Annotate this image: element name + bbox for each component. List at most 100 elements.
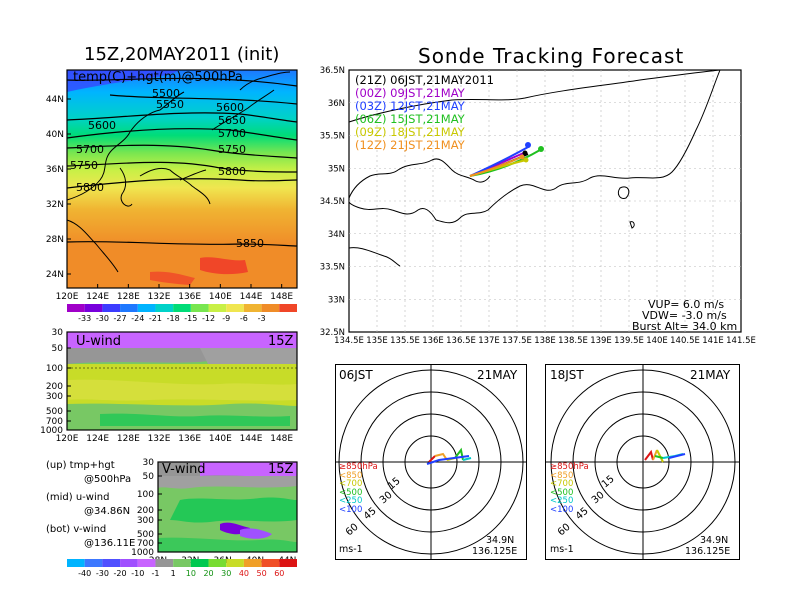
hodo-level-label: <850	[339, 470, 363, 481]
contour-label: 5700	[76, 143, 104, 156]
lat-tick-label: 36N	[46, 165, 64, 175]
colorbar-cell	[120, 304, 138, 312]
uwind-p-tick: 1000	[40, 426, 63, 436]
coastlines	[66, 71, 291, 273]
track-lon-tick: 141.5E	[726, 336, 756, 346]
burst-text: Burst Alt= 34.0 km	[632, 320, 738, 333]
lon-tick-label: 144E	[240, 292, 263, 302]
track-lon-tick: 135.5E	[390, 336, 420, 346]
hodo-level-label: <100	[550, 504, 574, 515]
colorbar-cell	[155, 559, 174, 567]
vwind-p-tick: 200	[137, 506, 154, 516]
vdw-text: VDW= -3.0 m/s	[642, 309, 727, 322]
track-lon-tick: 140E	[646, 336, 668, 346]
colorbar-cell	[67, 304, 85, 312]
wind-colorbar-label: -40	[78, 569, 91, 578]
temp-colorbar-label: -30	[96, 314, 109, 323]
vwind-label: V-wind	[162, 462, 206, 477]
colorbar-cell	[243, 559, 262, 567]
track-lat-tick: 35.5N	[320, 132, 345, 142]
lat-tick-label: 32N	[46, 200, 64, 210]
hodo1-levels: ≥850hPa <850 <700 <500 <250 <100	[339, 463, 378, 514]
vwind-p-tick: 30	[143, 458, 155, 468]
left-title: 15Z,20MAY2011 (init)	[84, 44, 280, 65]
hodo2-lat: 34.9N	[700, 535, 729, 546]
track-lon-tick: 138E	[534, 336, 556, 346]
uwind-lon-tick: 132E	[148, 434, 171, 444]
map-500hpa	[66, 69, 298, 289]
colorbar-cell	[190, 304, 209, 312]
uwind-label: U-wind	[76, 334, 121, 349]
colorbar-cell	[84, 559, 103, 567]
track-lat-tick: 34.5N	[320, 197, 345, 207]
uwind-p-tick: 30	[52, 328, 64, 338]
colorbar-cell	[190, 559, 209, 567]
track-lon-tick: 138.5E	[558, 336, 588, 346]
lon-tick-label: 120E	[56, 292, 79, 302]
temp-colorbar-label: -9	[222, 314, 230, 323]
wind-colorbar-label: -20	[114, 569, 127, 578]
contour-label: 5800	[218, 165, 246, 178]
track-lat-tick: 36.5N	[320, 66, 345, 76]
uwind-lon-tick: 136E	[178, 434, 201, 444]
hodograph-18jst: 15 30 45 60	[545, 364, 740, 560]
uwind-p-tick: 500	[46, 407, 63, 417]
legend-bot-1: (bot) v-wind	[46, 524, 107, 535]
contour-label: 5600	[216, 101, 244, 114]
track-lon-tick: 137.5E	[502, 336, 532, 346]
contour-label: 5500	[152, 87, 180, 100]
uwind-p-tick: 100	[46, 364, 63, 374]
contour-label: 5650	[218, 114, 246, 127]
uwind-p-tick: 300	[46, 392, 63, 402]
colorbar-cell	[155, 304, 174, 312]
track-legend-item: (21Z) 06JST,21MAY2011	[355, 73, 494, 87]
uwind-lon-tick: 124E	[86, 434, 109, 444]
colorbar-cell	[208, 559, 227, 567]
lon-tick-label: 132E	[148, 292, 171, 302]
track-lon-tick: 139E	[590, 336, 612, 346]
uwind-lon-tick: 144E	[240, 434, 263, 444]
colorbar-cell	[84, 304, 103, 312]
vwind-p-tick: 100	[137, 490, 154, 500]
colorbar-cell	[67, 559, 85, 567]
map-500hpa-frame	[66, 69, 298, 289]
contour-label: 5850	[236, 237, 264, 250]
track-lon-tick: 134.5E	[334, 336, 364, 346]
hodo1-lat: 34.9N	[486, 535, 515, 546]
lat-tick-label: 24N	[46, 270, 64, 280]
colorbar-cell	[279, 304, 297, 312]
contour-label: 5800	[76, 181, 104, 194]
temp-colorbar-label: -12	[202, 314, 215, 323]
hodo-level-label: <100	[339, 504, 363, 515]
temp-colorbar-label: -3	[258, 314, 266, 323]
hodo-level-label: <700	[550, 479, 574, 489]
uwind-lon-tick: 148E	[270, 434, 293, 444]
uwind-lon-tick: 120E	[56, 434, 79, 444]
wind-colorbar-label: 40	[239, 569, 249, 578]
uwind-p-tick: 200	[46, 382, 63, 392]
lon-tick-label: 136E	[178, 292, 201, 302]
wind-colorbar-label: 20	[203, 569, 213, 578]
colorbar-cell	[102, 304, 121, 312]
uwind-panel	[66, 331, 298, 431]
legend-bot-2: @136.11E	[84, 538, 136, 549]
hodo1-unit: ms-1	[339, 544, 363, 555]
track-lat-tick: 35N	[328, 164, 345, 174]
hodo-level-label: <700	[339, 479, 363, 489]
map500-label: temp(C)+hgt(m)@500hPa	[73, 70, 243, 85]
track-lon-tick: 141E	[702, 336, 724, 346]
legend-up-2: @500hPa	[84, 474, 132, 485]
colorbar-cell	[173, 559, 191, 567]
legend-mid-1: (mid) u-wind	[46, 492, 110, 503]
wind-colorbar-label: 10	[186, 569, 196, 578]
wind-colorbar-label: 60	[274, 569, 284, 578]
hodo2-levels: ≥850hPa <850 <700 <500 <250 <100	[550, 463, 589, 514]
wind-colorbar-label: -10	[131, 569, 144, 578]
vwind-panel	[157, 461, 298, 553]
hodo-level-label: <250	[550, 496, 574, 506]
legend-mid-2: @34.86N	[84, 506, 131, 517]
contour-label: 5750	[70, 159, 98, 172]
hodo1-date: 21MAY	[477, 368, 518, 382]
temp-colorbar-label: -15	[184, 314, 197, 323]
